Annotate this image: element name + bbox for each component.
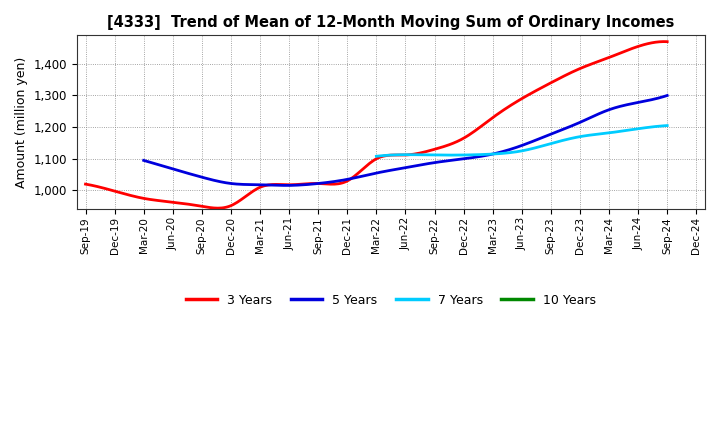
3 Years — [81, 181, 90, 187]
5 Years — [451, 157, 459, 162]
3 Years — [428, 147, 436, 153]
Y-axis label: Amount (million yen): Amount (million yen) — [15, 57, 28, 188]
7 Years — [372, 154, 381, 159]
5 Years — [140, 158, 148, 163]
3 Years — [661, 39, 670, 44]
3 Years — [429, 147, 438, 152]
3 Years — [611, 53, 619, 58]
7 Years — [636, 126, 644, 131]
Title: [4333]  Trend of Mean of 12-Month Moving Sum of Ordinary Incomes: [4333] Trend of Mean of 12-Month Moving … — [107, 15, 675, 30]
3 Years — [439, 144, 448, 149]
5 Years — [582, 117, 591, 122]
Line: 7 Years: 7 Years — [377, 125, 667, 156]
5 Years — [663, 93, 672, 98]
Line: 5 Years: 5 Years — [144, 95, 667, 185]
7 Years — [373, 154, 382, 159]
Line: 3 Years: 3 Years — [86, 42, 667, 208]
5 Years — [282, 183, 290, 188]
7 Years — [544, 142, 553, 147]
5 Years — [616, 104, 624, 109]
3 Years — [83, 182, 91, 187]
3 Years — [573, 67, 582, 72]
3 Years — [213, 205, 222, 211]
3 Years — [663, 39, 672, 44]
5 Years — [141, 158, 150, 164]
7 Years — [550, 140, 559, 145]
Legend: 3 Years, 5 Years, 7 Years, 10 Years: 3 Years, 5 Years, 7 Years, 10 Years — [181, 289, 600, 312]
5 Years — [462, 156, 470, 161]
5 Years — [453, 157, 462, 162]
7 Years — [617, 128, 626, 134]
7 Years — [663, 123, 672, 128]
7 Years — [545, 141, 554, 147]
